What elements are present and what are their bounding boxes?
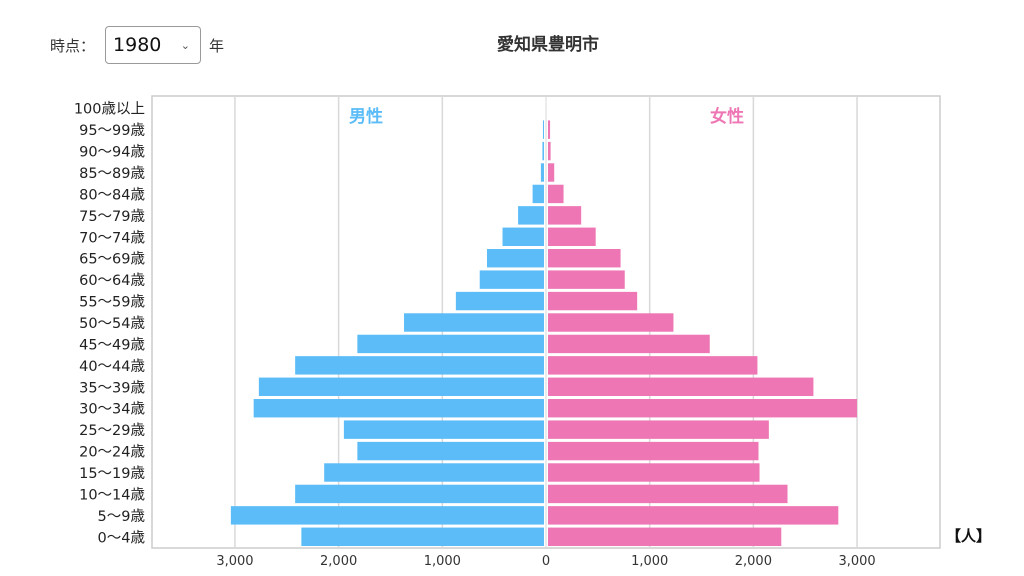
female-bar: [548, 163, 555, 182]
x-tick-label: 0: [542, 554, 550, 569]
female-bar: [548, 249, 621, 268]
age-group-label: 20〜24歳: [79, 444, 145, 461]
male-bar: [357, 441, 544, 461]
male-bar: [502, 227, 544, 246]
x-tick-label: 1,000: [424, 554, 461, 569]
age-group-label: 30〜34歳: [79, 401, 145, 418]
female-bar: [548, 334, 710, 354]
x-tick-label: 2,000: [320, 554, 357, 569]
age-group-label: 65〜69歳: [79, 251, 145, 268]
male-bar: [295, 484, 544, 504]
female-bar: [548, 313, 674, 332]
female-bar: [548, 377, 814, 396]
x-tick-label: 3,000: [216, 554, 253, 569]
female-bar: [548, 399, 857, 418]
age-group-label: 100歳以上: [74, 101, 145, 118]
age-group-label: 50〜54歳: [79, 315, 145, 332]
male-bar: [532, 184, 544, 204]
male-bar: [343, 420, 544, 439]
female-bar: [548, 527, 782, 546]
male-bar: [518, 206, 544, 225]
female-bar: [548, 506, 839, 525]
age-group-label: 5〜9歳: [98, 508, 145, 525]
year-select-value: 1980: [113, 34, 162, 56]
male-bar: [540, 163, 544, 182]
male-bar: [542, 141, 544, 161]
female-bar: [548, 441, 759, 461]
age-group-label: 35〜39歳: [79, 379, 145, 396]
female-bar: [548, 484, 788, 504]
male-bar: [455, 291, 544, 311]
x-tick-label: 1,000: [631, 554, 668, 569]
male-bar: [230, 506, 544, 525]
female-bar: [548, 184, 564, 204]
male-bar: [253, 399, 544, 418]
female-bar: [548, 141, 551, 161]
male-bar: [357, 334, 544, 354]
male-bar: [258, 377, 544, 396]
male-bar: [479, 270, 544, 289]
male-bar: [542, 120, 544, 139]
male-bar: [301, 527, 544, 546]
year-suffix: 年: [209, 36, 225, 55]
age-group-label: 85〜89歳: [79, 165, 145, 182]
age-group-label: 25〜29歳: [79, 422, 145, 439]
male-bar: [404, 313, 544, 332]
unit-label: 【人】: [946, 527, 992, 545]
female-bar: [548, 120, 551, 139]
age-group-label: 80〜84歳: [79, 186, 145, 203]
age-group-label: 40〜44歳: [79, 358, 145, 375]
age-group-label: 75〜79歳: [79, 208, 145, 225]
age-group-label: 90〜94歳: [79, 144, 145, 161]
age-group-label: 45〜49歳: [79, 336, 145, 353]
age-group-label: 95〜99歳: [79, 122, 145, 139]
chevron-down-icon: ⌄: [180, 38, 191, 52]
time-label: 時点：: [50, 36, 96, 55]
female-bar: [548, 356, 758, 375]
male-bar: [295, 356, 544, 375]
year-selector-bar: 時点： 1980 ⌄ 年: [50, 25, 224, 65]
female-bar: [548, 420, 769, 439]
female-bar: [548, 270, 625, 289]
female-bar: [548, 291, 638, 311]
age-group-label: 70〜74歳: [79, 229, 145, 246]
x-tick-label: 3,000: [838, 554, 875, 569]
age-group-label: 60〜64歳: [79, 272, 145, 289]
male-bar: [324, 463, 544, 482]
age-group-label: 10〜14歳: [79, 486, 145, 503]
legend-female: 女性: [710, 106, 744, 127]
female-bar: [548, 206, 582, 225]
age-group-label: 0〜4歳: [98, 529, 145, 546]
male-bar: [486, 249, 544, 268]
legend-male: 男性: [349, 106, 383, 127]
age-group-label: 55〜59歳: [79, 294, 145, 311]
female-bar: [548, 227, 596, 246]
year-select[interactable]: 1980 ⌄: [105, 26, 202, 64]
female-bar: [548, 463, 760, 482]
chart-title: 愛知県豊明市: [497, 35, 599, 55]
age-group-label: 15〜19歳: [79, 465, 145, 482]
x-tick-label: 2,000: [735, 554, 772, 569]
